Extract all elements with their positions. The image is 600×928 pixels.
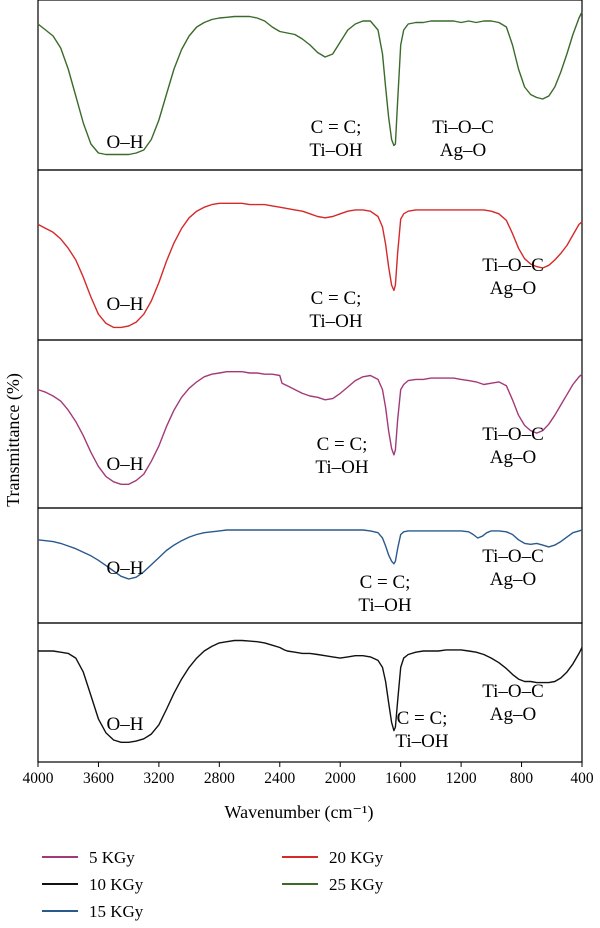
peak-annotation: O–H <box>107 714 144 735</box>
x-tick-label: 2800 <box>204 770 235 787</box>
x-tick-label: 1200 <box>446 770 477 787</box>
legend-label: 25 KGy <box>329 875 384 894</box>
peak-annotation: Ti–O–C Ag–O <box>482 255 544 299</box>
x-tick-label: 3600 <box>83 770 114 787</box>
peak-annotation: C = C; Ti–OH <box>309 288 362 332</box>
legend: 5 KGy 20 KGy 10 KGy 25 KGy 15 KGy <box>42 848 384 921</box>
series-line-15-kgy <box>37 529 583 580</box>
legend-label: 20 KGy <box>329 848 384 867</box>
x-tick-label: 4000 <box>23 770 54 787</box>
series-line-25-kgy <box>37 11 583 156</box>
x-axis-label: Wavenumber (cm⁻¹) <box>225 802 374 823</box>
x-tick-label: 400 <box>570 770 594 787</box>
series-line-20-kgy <box>37 202 583 329</box>
x-tick-label: 2400 <box>264 770 295 787</box>
peak-annotation: O–H <box>107 294 144 315</box>
legend-entry: 5 KGy <box>42 848 135 867</box>
legend-entry: 20 KGy <box>282 848 384 867</box>
legend-label: 5 KGy <box>89 848 135 867</box>
legend-label: 10 KGy <box>89 875 144 894</box>
x-tick-label: 800 <box>510 770 534 787</box>
panels-layer: O–H C = C; Ti–OH Ti–O–C Ag–O O–H C = C; Ti–OH Ti… <box>37 0 583 763</box>
x-tick-label: 2000 <box>325 770 356 787</box>
peak-annotation: O–H <box>107 132 144 153</box>
legend-entry: 15 KGy <box>42 902 144 921</box>
peak-annotation: C = C; Ti–OH <box>395 708 448 752</box>
peak-annotation: O–H <box>107 558 144 579</box>
y-axis-label: Transmittance (%) <box>3 373 24 507</box>
series-line-10-kgy <box>38 639 583 743</box>
legend-entry: 10 KGy <box>42 875 144 894</box>
panel-10-kgy <box>37 622 583 763</box>
x-tick-label: 1600 <box>385 770 416 787</box>
peak-annotation: Ti–O–C Ag–O <box>482 681 544 725</box>
series-line-5-kgy <box>37 371 583 485</box>
legend-entry: 25 KGy <box>282 875 384 894</box>
panel-frame <box>37 622 583 763</box>
peak-annotation: Ti–O–C Ag–O <box>482 546 544 590</box>
legend-label: 15 KGy <box>89 902 144 921</box>
x-tick-label: 3200 <box>143 770 174 787</box>
peak-annotation: Ti–O–C Ag–O <box>432 117 494 161</box>
peak-annotation: C = C; Ti–OH <box>358 572 411 616</box>
peak-annotation: O–H <box>107 454 144 475</box>
peak-annotation: C = C; Ti–OH <box>315 434 368 478</box>
peak-annotation: Ti–O–C Ag–O <box>482 424 544 468</box>
x-axis: 4000 3600 3200 2800 2400 2000 1600 1200 800 400 <box>23 762 594 787</box>
peak-annotation: C = C; Ti–OH <box>309 117 362 161</box>
